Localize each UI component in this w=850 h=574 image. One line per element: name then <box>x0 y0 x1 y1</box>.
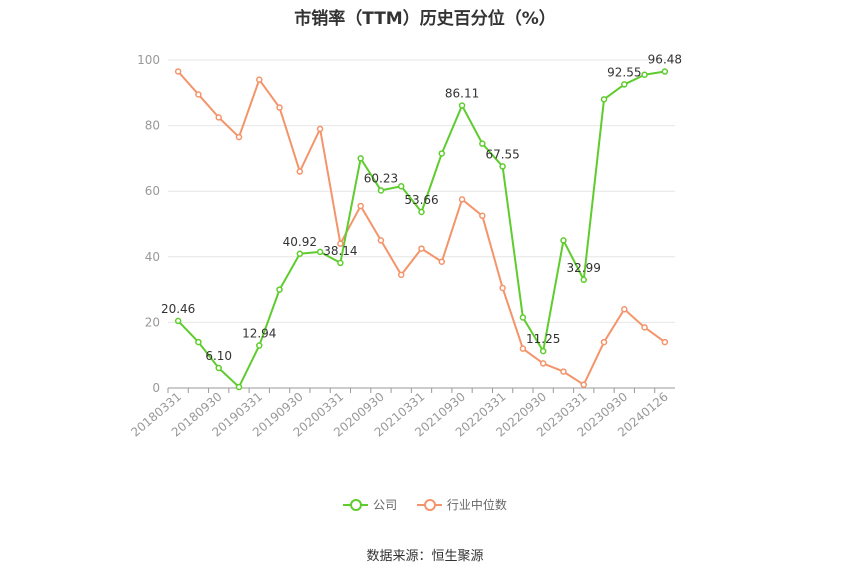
data-label: 40.92 <box>283 235 317 249</box>
company-data-point <box>316 248 324 256</box>
legend: 公司 行业中位数 <box>0 496 850 515</box>
company-data-point <box>215 364 222 372</box>
industry-median-data-point <box>641 324 648 331</box>
industry-median-data-point <box>215 114 222 121</box>
industry-median-data-point <box>256 76 263 83</box>
company-data-point <box>499 163 506 170</box>
company-data-point <box>377 187 385 194</box>
legend-swatch-company <box>343 498 369 512</box>
y-tick-label: 20 <box>145 315 160 329</box>
industry-median-data-point <box>580 381 587 388</box>
data-label: 12.94 <box>242 327 276 341</box>
company-data-point <box>195 338 202 346</box>
company-data-point <box>438 150 446 157</box>
industry-median-data-point <box>499 284 506 292</box>
y-tick-label: 80 <box>145 119 160 133</box>
company-data-point <box>235 383 243 391</box>
y-tick-label: 60 <box>145 184 160 198</box>
industry-median-data-point <box>377 237 385 244</box>
legend-label-industry-median: 行业中位数 <box>446 498 507 512</box>
company-data-point <box>600 96 608 103</box>
company-data-point <box>479 140 486 147</box>
company-data-point <box>661 68 669 75</box>
company-data-point <box>621 81 628 88</box>
company-data-point <box>560 237 567 244</box>
industry-median-data-point <box>195 91 202 98</box>
company-data-point <box>580 276 587 284</box>
series-points <box>174 68 669 391</box>
industry-median-data-point <box>296 168 304 175</box>
industry-median-data-point <box>479 212 486 220</box>
company-data-point <box>276 286 283 293</box>
company-data-point <box>357 155 364 162</box>
industry-median-data-point <box>337 240 344 247</box>
company-data-point <box>174 317 182 325</box>
industry-median-data-point <box>600 338 608 346</box>
industry-median-data-point <box>235 133 243 141</box>
industry-median-data-point <box>276 104 283 111</box>
industry-median-data-point <box>539 360 547 367</box>
data-label: 53.66 <box>404 193 438 207</box>
industry-median-data-point <box>316 125 324 133</box>
company-data-point <box>296 250 304 258</box>
y-tick-label: 40 <box>145 250 160 264</box>
industry-median-data-point <box>458 196 466 203</box>
company-data-point <box>337 259 344 267</box>
industry-median-data-point <box>174 68 182 75</box>
legend-swatch-industry-median <box>416 498 442 512</box>
company-data-point <box>539 347 547 355</box>
industry-median-data-point <box>357 202 364 210</box>
data-labels: 20.46 6.10 12.94 40.92 38.14 60.23 53.66 86.11 6… <box>161 53 682 363</box>
company-data-point <box>519 314 527 321</box>
industry-median-data-point <box>560 368 567 375</box>
data-label: 11.25 <box>526 332 560 346</box>
company-data-point <box>641 71 648 79</box>
data-label: 20.46 <box>161 302 195 316</box>
grid-lines <box>168 59 675 323</box>
data-label: 92.55 <box>607 65 641 79</box>
chart-title: 市销率（TTM）历史百分位（%） <box>294 9 556 29</box>
legend-label-company: 公司 <box>373 498 398 512</box>
company-data-point <box>256 342 263 349</box>
industry-median-data-point <box>397 271 405 279</box>
x-axis: 2018033120180930201903312019093020200331… <box>128 387 675 440</box>
data-label: 67.55 <box>485 147 519 161</box>
company-data-point <box>397 183 405 190</box>
industry-median-data-point <box>519 345 527 352</box>
company-data-point <box>458 102 466 109</box>
data-label: 38.14 <box>323 244 357 258</box>
industry-median-data-point <box>438 258 446 265</box>
y-tick-label: 100 <box>137 53 160 67</box>
y-axis-tick-labels: 0 20 40 60 80 100 <box>137 53 160 395</box>
data-label: 96.48 <box>648 53 682 67</box>
legend-item-company[interactable]: 公司 <box>343 496 397 513</box>
source-note: 数据来源：恒生聚源 <box>366 549 484 564</box>
data-label: 60.23 <box>364 171 398 185</box>
industry-median-data-point <box>621 306 628 313</box>
y-tick-label: 0 <box>152 381 160 395</box>
data-label: 86.11 <box>445 87 479 101</box>
company-data-point <box>418 208 425 216</box>
legend-item-industry-median[interactable]: 行业中位数 <box>416 496 507 513</box>
data-label: 32.99 <box>567 261 601 275</box>
data-label: 6.10 <box>205 349 232 363</box>
industry-median-data-point <box>418 245 425 252</box>
industry-median-data-point <box>661 338 669 346</box>
